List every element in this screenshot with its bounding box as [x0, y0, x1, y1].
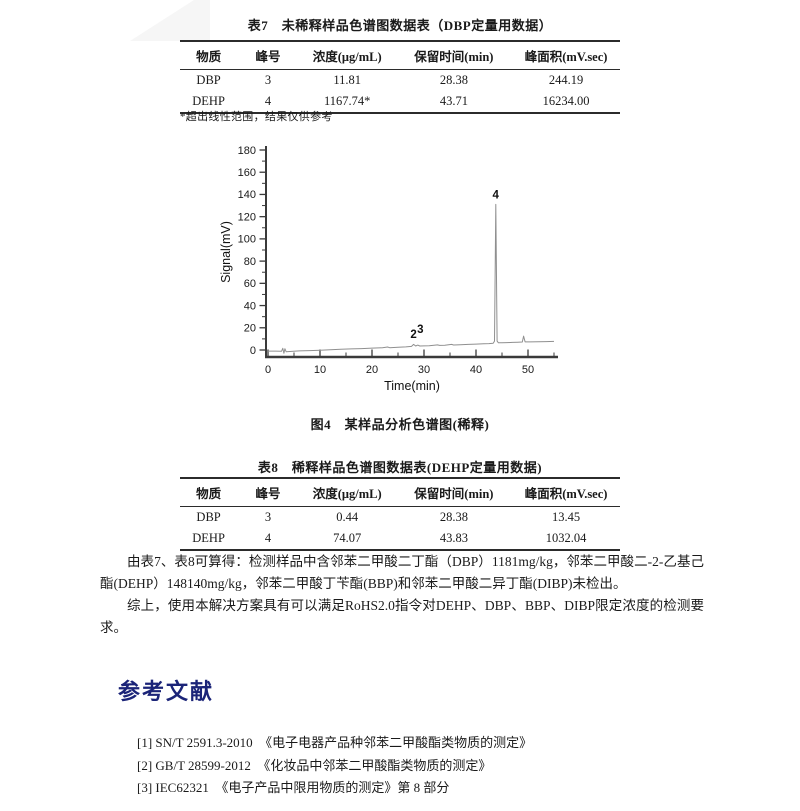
- chromatogram-svg: 0 20 40 60 80 100 120 140 160 180 0 10 20 30 40 50 Time(…: [219, 145, 558, 393]
- table-cell: DEHP: [180, 91, 238, 114]
- conclusion-text: 由表7、表8可算得：检测样品中含邻苯二甲酸二丁酯（DBP）1181mg/kg，邻…: [100, 551, 704, 639]
- x-tick-label: 30: [418, 364, 430, 376]
- table8: 物质 峰号 浓度(μg/mL) 保留时间(min) 峰面积(mV.sec) DBP 3 0.…: [180, 477, 620, 551]
- column-header: 峰面积(mV.sec): [512, 40, 620, 70]
- page-corner-decoration: [130, 0, 210, 41]
- table7-footnote: *超出线性范围，结果仅供参考: [180, 111, 333, 123]
- column-header: 浓度(μg/mL): [298, 477, 396, 507]
- table-row: DBP 3 0.44 28.38 13.45: [180, 507, 620, 529]
- table-cell: 244.19: [548, 73, 584, 87]
- table-cell: 16234.00: [512, 91, 620, 114]
- table-cell: 28.38: [439, 73, 468, 87]
- table-cell: 3: [264, 510, 272, 524]
- table-cell: 4: [237, 528, 299, 551]
- table-cell: 11.81: [333, 73, 362, 87]
- table-cell: 74.07: [298, 528, 396, 551]
- x-tick-label: 0: [265, 364, 271, 376]
- table7-title: 表7 未稀释样品色谱图数据表（DBP定量用数据）: [247, 18, 553, 33]
- column-header: 浓度(μg/mL): [298, 40, 396, 70]
- y-tick-label: 60: [244, 278, 256, 290]
- reference-list: [1] SN/T 2591.3-2010 《电子电器产品种邻苯二甲酸酯类物质的测…: [137, 732, 532, 800]
- y-tick-label: 140: [238, 189, 256, 201]
- column-header: 保留时间(min): [395, 40, 513, 70]
- table-row: DEHP 4 1167.74* 43.71 16234.00: [180, 91, 620, 114]
- figure4-caption: 图4 某样品分析色谱图(稀释): [310, 417, 490, 432]
- reference-item: [1] SN/T 2591.3-2010 《电子电器产品种邻苯二甲酸酯类物质的测…: [137, 735, 533, 750]
- x-tick-label: 40: [470, 364, 482, 376]
- table-cell: 13.45: [552, 510, 581, 524]
- table-cell: 0.44: [336, 510, 359, 524]
- x-tick-label: 10: [314, 364, 326, 376]
- references-heading: 参考文献: [118, 679, 215, 704]
- table8-header-row: 物质 峰号 浓度(μg/mL) 保留时间(min) 峰面积(mV.sec): [180, 477, 620, 507]
- table-cell: 43.83: [395, 528, 513, 551]
- y-tick-label: 120: [238, 211, 256, 223]
- table-row: DEHP 4 74.07 43.83 1032.04: [180, 528, 620, 551]
- peak-label-4: 4: [493, 189, 500, 201]
- paragraph-summary: 综上，使用本解决方案具有可以满足RoHS2.0指令对DEHP、DBP、BBP、D…: [100, 598, 704, 635]
- table-cell: 43.71: [395, 91, 513, 114]
- table7-header-row: 物质 峰号 浓度(μg/mL) 保留时间(min) 峰面积(mV.sec): [180, 40, 620, 70]
- x-tick-label: 20: [366, 364, 378, 376]
- table8-title: 表8 稀释样品色谱图数据表(DEHP定量用数据): [257, 460, 543, 475]
- table-cell: 3: [264, 73, 272, 87]
- column-header: 峰号: [237, 477, 299, 507]
- column-header: 物质: [180, 477, 238, 507]
- y-tick-label: 100: [238, 234, 256, 246]
- y-tick-label: 0: [250, 345, 256, 357]
- table-cell: 1032.04: [512, 528, 620, 551]
- y-tick-label: 180: [238, 145, 256, 157]
- paragraph-results: 由表7、表8可算得：检测样品中含邻苯二甲酸二丁酯（DBP）1181mg/kg，邻…: [100, 554, 704, 591]
- reference-item: [3] IEC62321 《电子产品中限用物质的测定》第 8 部分: [137, 780, 450, 795]
- table-cell: DBP: [196, 510, 221, 524]
- y-axis-title: Signal(mV): [219, 221, 233, 283]
- table7: 物质 峰号 浓度(μg/mL) 保留时间(min) 峰面积(mV.sec) DBP 3 11…: [180, 40, 620, 114]
- table-cell: DBP: [196, 73, 221, 87]
- y-tick-label: 40: [244, 300, 256, 312]
- y-tick-label: 80: [244, 256, 256, 268]
- y-tick-label: 160: [238, 167, 256, 179]
- column-header: 峰号: [237, 40, 299, 70]
- column-header: 保留时间(min): [395, 477, 513, 507]
- corner-triangle: [130, 0, 210, 41]
- x-tick-label: 50: [522, 364, 534, 376]
- peak-label-2: 2: [410, 329, 416, 341]
- table-cell: 1167.74*: [298, 91, 396, 114]
- column-header: 峰面积(mV.sec): [512, 477, 620, 507]
- chromatogram-chart: 0 20 40 60 80 100 120 140 160 180 0 10 20 30 40 50 Time(…: [170, 142, 580, 394]
- peak-label-3: 3: [417, 324, 423, 336]
- y-tick-label: 20: [244, 323, 256, 335]
- x-axis-title: Time(min): [384, 379, 440, 393]
- table-cell: 28.38: [439, 510, 468, 524]
- column-header: 物质: [180, 40, 238, 70]
- table-row: DBP 3 11.81 28.38 244.19: [180, 70, 620, 92]
- table-cell: 4: [237, 91, 299, 114]
- table-cell: DEHP: [180, 528, 238, 551]
- reference-item: [2] GB/T 28599-2012 《化妆品中邻苯二甲酸酯类物质的测定》: [137, 757, 492, 773]
- chromatogram-trace: [268, 203, 555, 354]
